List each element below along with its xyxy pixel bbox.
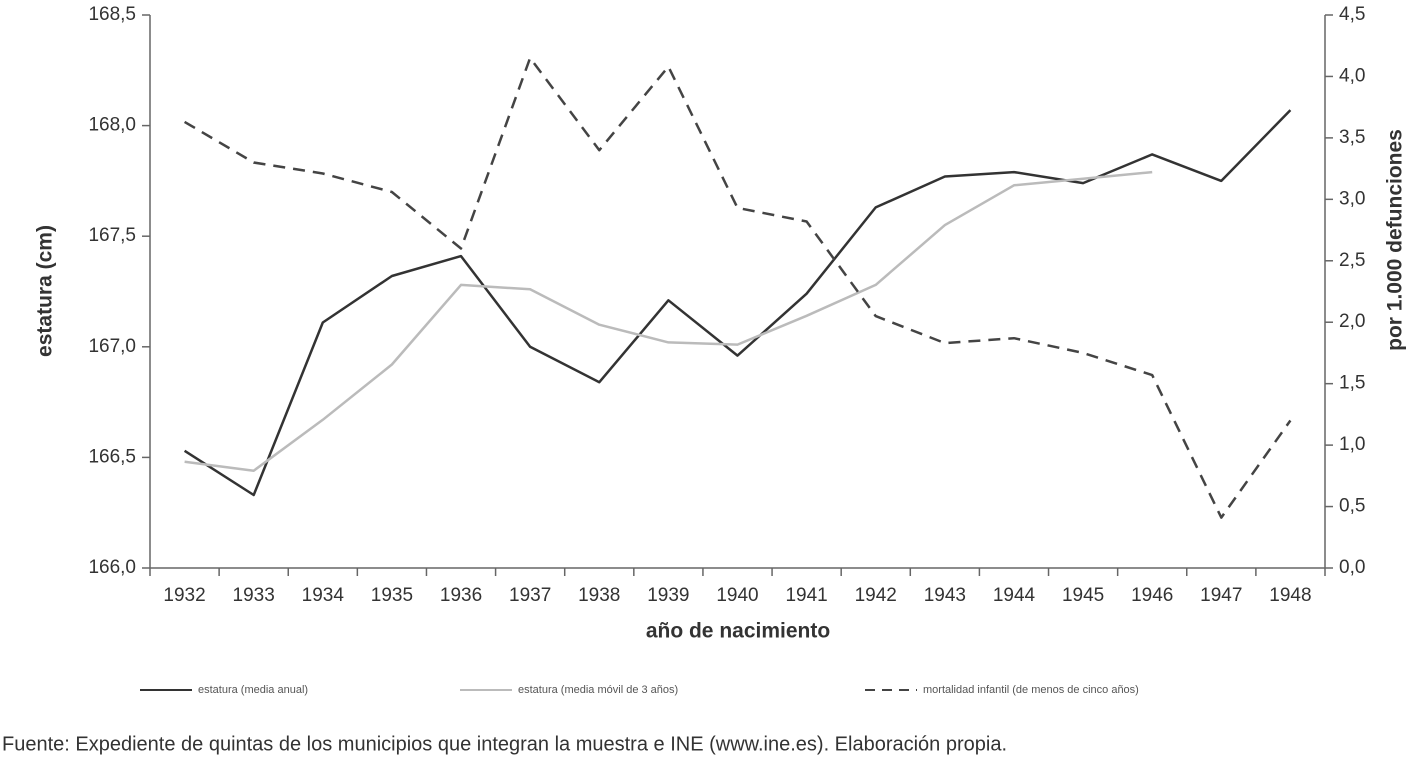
y2-tick-label: 2,0 — [1339, 311, 1365, 332]
y2-axis-title: por 1.000 defunciones — [1384, 129, 1407, 351]
y-tick-label: 167,0 — [88, 336, 136, 357]
x-tick-label: 1936 — [440, 585, 482, 606]
y2-tick-label: 0,5 — [1339, 496, 1365, 517]
x-tick-label: 1939 — [647, 585, 689, 606]
x-tick-label: 1938 — [578, 585, 620, 606]
series-line — [183, 109, 1292, 497]
series-line — [183, 56, 1292, 519]
y2-tick-label: 3,5 — [1339, 127, 1365, 148]
x-tick-label: 1935 — [371, 585, 413, 606]
x-tick-label: 1940 — [716, 585, 758, 606]
y2-tick-label: 4,5 — [1339, 4, 1365, 25]
y-tick-label: 168,0 — [88, 115, 136, 136]
x-tick-label: 1932 — [163, 585, 205, 606]
y2-tick-label: 0,0 — [1339, 557, 1365, 578]
x-axis-title: año de nacimiento — [646, 620, 830, 643]
y-tick-label: 166,5 — [88, 446, 136, 467]
y2-tick-label: 3,0 — [1339, 188, 1365, 209]
x-tick-label: 1945 — [1062, 585, 1104, 606]
x-tick-label: 1941 — [785, 585, 827, 606]
x-tick-label: 1948 — [1269, 585, 1311, 606]
y2-tick-label: 1,5 — [1339, 373, 1365, 394]
x-tick-label: 1933 — [233, 585, 275, 606]
y2-tick-label: 2,5 — [1339, 250, 1365, 271]
x-tick-label: 1944 — [993, 585, 1036, 606]
x-tick-label: 1937 — [509, 585, 551, 606]
legend-label: mortalidad infantil (de menos de cinco a… — [923, 684, 1139, 696]
x-tick-label: 1943 — [924, 585, 966, 606]
y2-tick-label: 4,0 — [1339, 65, 1365, 86]
source-note: Fuente: Expediente de quintas de los mun… — [2, 733, 1007, 755]
y-tick-label: 167,5 — [88, 225, 136, 246]
legend-label: estatura (media móvil de 3 años) — [518, 684, 678, 696]
x-tick-label: 1934 — [302, 585, 345, 606]
x-tick-label: 1942 — [855, 585, 897, 606]
x-tick-label: 1947 — [1200, 585, 1242, 606]
legend-label: estatura (media anual) — [198, 684, 308, 696]
series-line — [184, 170, 1153, 472]
y2-tick-label: 1,0 — [1339, 434, 1365, 455]
x-tick-label: 1946 — [1131, 585, 1173, 606]
y-axis-title: estatura (cm) — [34, 225, 57, 357]
y-tick-label: 168,5 — [88, 4, 136, 25]
y-tick-label: 166,0 — [88, 557, 136, 578]
